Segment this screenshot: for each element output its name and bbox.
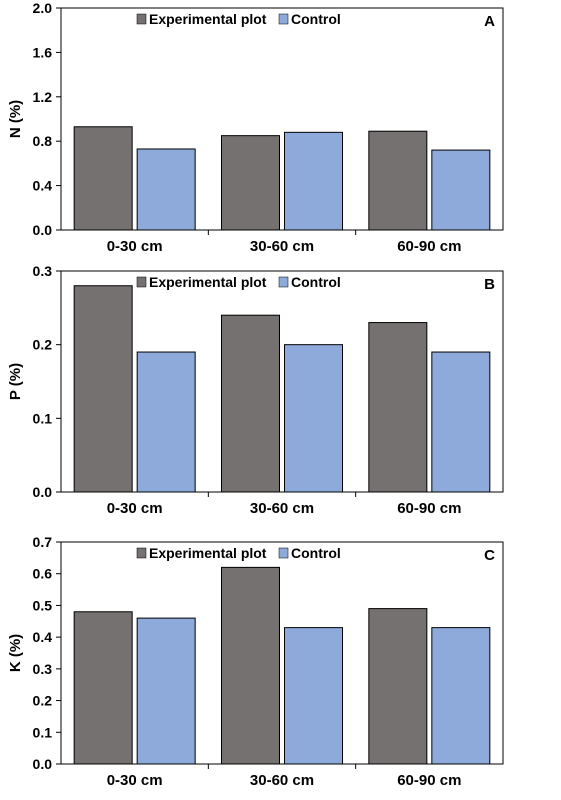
bar-control [284,131,343,231]
y-tick-label: 1.2 [33,89,53,105]
bar-control [284,344,343,493]
panel-label: B [484,276,495,293]
y-tick-label: 0.0 [33,756,53,772]
legend-label-control: Control [291,11,341,27]
bar-experimental [368,608,428,765]
bar-control [136,351,196,493]
y-tick-label: 0.4 [33,178,53,194]
x-category-label: 30-60 cm [250,500,314,517]
legend-label-experimental: Experimental plot [149,274,267,290]
bar-control [136,148,196,231]
bar-experimental [73,285,133,493]
plot-frame [60,541,504,765]
y-tick-label: 0.3 [33,661,53,677]
bar-experimental [221,314,280,493]
plot-frame [60,7,504,231]
y-axis-label: K (%) [7,634,24,672]
y-tick-label: 0.6 [33,566,53,582]
y-tick-label: 0.5 [33,597,53,613]
y-tick-label: 0.2 [33,693,53,709]
y-tick-label: 0.7 [33,534,53,550]
y-tick-label: 0.3 [33,263,53,279]
y-tick-label: 0.4 [33,629,53,645]
legend-swatch-control [278,13,289,25]
x-category-label: 0-30 cm [107,500,163,517]
legend-label-experimental: Experimental plot [149,11,267,27]
bar-experimental [221,566,280,765]
legend-swatch-experimental [136,547,147,559]
plot-frame [60,270,504,493]
bar-control [284,627,343,765]
x-category-label: 60-90 cm [397,772,461,789]
panel-label: C [484,547,495,564]
bar-experimental [73,611,133,765]
y-tick-label: 0.0 [33,484,53,500]
bar-experimental [368,322,428,493]
y-tick-label: 0.2 [33,337,53,353]
bar-experimental [73,126,133,231]
legend-label-experimental: Experimental plot [149,545,267,561]
bar-control [431,351,491,493]
legend-label-control: Control [291,545,341,561]
y-tick-label: 0.1 [33,410,53,426]
y-tick-label: 0.1 [33,724,53,740]
legend-swatch-experimental [136,13,147,25]
y-axis-label: P (%) [7,363,24,400]
panel-label: A [484,13,495,30]
chart-panel-a: 0.0 0.4 0.8 1.2 1.6 2.0 0-30 cm 30-60 cm 60-90 c… [7,0,504,255]
chart-panel-c: 0.0 0.1 0.2 0.3 0.4 0.5 0.6 0.7 0-30 cm 30-60 cm 6… [7,534,504,789]
x-category-label: 60-90 cm [397,500,461,517]
y-tick-label: 1.6 [33,44,53,60]
bar-experimental [221,135,280,231]
y-tick-label: 2.0 [33,0,53,16]
y-axis-label: N (%) [7,100,24,138]
bar-experimental [368,130,428,231]
bar-control [431,627,491,765]
x-category-label: 0-30 cm [107,772,163,789]
x-category-label: 30-60 cm [250,772,314,789]
x-category-label: 60-90 cm [397,238,461,255]
x-category-label: 30-60 cm [250,238,314,255]
chart-panel-b: 0.0 0.1 0.2 0.3 0-30 cm 30-60 cm 60-90 cm P (%)… [7,263,504,517]
bar-control [136,617,196,765]
legend-swatch-experimental [136,276,147,288]
y-tick-label: 0.8 [33,133,53,149]
x-category-label: 0-30 cm [107,238,163,255]
legend-swatch-control [278,276,289,288]
legend-swatch-control [278,547,289,559]
legend-label-control: Control [291,274,341,290]
bar-control [431,149,491,231]
y-tick-label: 0.0 [33,222,53,238]
